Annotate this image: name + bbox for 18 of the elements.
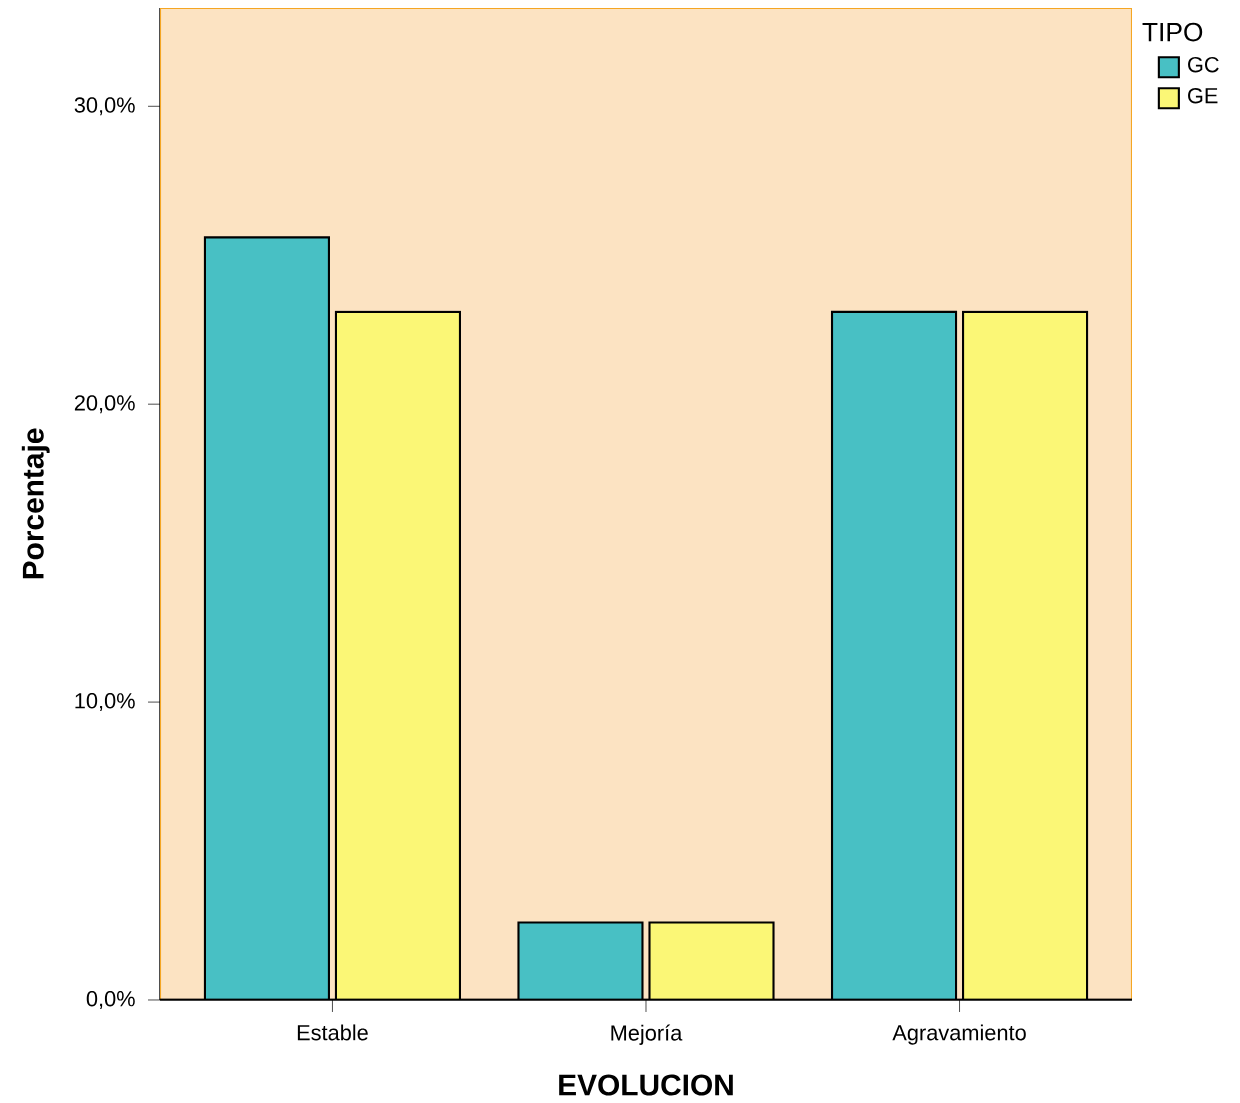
x-tick-label: Mejoría xyxy=(611,1024,683,1045)
legend-label: GC xyxy=(1188,56,1219,73)
bar xyxy=(203,236,330,1000)
y-tick-label: 30,0% xyxy=(74,97,135,116)
y-tick-label: 20,0% xyxy=(74,395,135,414)
bar xyxy=(830,310,958,1000)
x-tick-label: Estable xyxy=(297,1024,368,1041)
x-axis-title: EVOLUCION xyxy=(559,1074,733,1096)
legend-label: GE xyxy=(1188,88,1218,104)
bar xyxy=(517,921,644,1000)
bar xyxy=(648,921,775,1000)
bar xyxy=(961,310,1089,1000)
legend-title: TIPO xyxy=(1142,22,1203,42)
bar xyxy=(334,310,462,1000)
y-tick-label: 10,0% xyxy=(75,693,135,712)
y-axis-title: Porcentaje xyxy=(21,428,50,579)
y-tick-label: 0,0% xyxy=(86,990,135,1010)
x-tick-label: Agravamiento xyxy=(892,1024,1026,1045)
